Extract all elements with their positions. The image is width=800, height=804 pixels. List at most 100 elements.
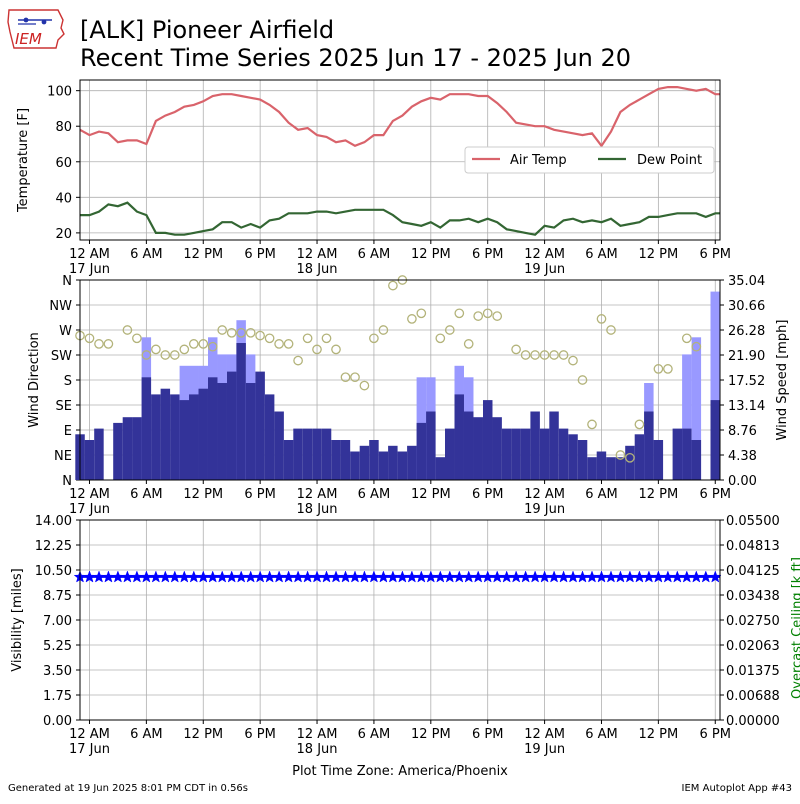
wind-direction-marker bbox=[169, 350, 180, 360]
wind-speed-bar bbox=[170, 394, 180, 480]
wind-direction-marker bbox=[653, 364, 664, 374]
visibility-star-marker bbox=[528, 570, 542, 583]
temp-ytick-label: 60 bbox=[55, 156, 72, 171]
wind-direction-marker bbox=[596, 314, 607, 324]
vis-xtick-label: 12 AM bbox=[524, 727, 565, 742]
visibility-axis-label: Visibility [miles] bbox=[10, 568, 25, 671]
wind-xtick-label: 12 AM bbox=[69, 487, 110, 502]
wind-direction-marker bbox=[615, 450, 626, 460]
wind-direction-marker bbox=[103, 339, 114, 349]
wind-speed-bar bbox=[369, 440, 379, 480]
wind-speed-bar bbox=[340, 440, 351, 480]
vis-xtick-label: 6 PM bbox=[244, 727, 275, 742]
temp-xtick-label: 12 PM bbox=[183, 247, 223, 262]
wind-direction-axis-label: Wind Direction bbox=[27, 332, 42, 428]
wind-speed-bar bbox=[672, 428, 683, 480]
wind-speed-bar bbox=[302, 428, 313, 480]
wind-direction-tick-label: N bbox=[62, 474, 72, 489]
wind-speed-bar bbox=[198, 388, 208, 480]
temp-xtick-label: 12 AM bbox=[297, 247, 338, 262]
visibility-star-marker bbox=[576, 570, 589, 583]
wind-direction-marker bbox=[217, 325, 228, 335]
wind-speed-bar bbox=[596, 451, 607, 480]
wind-speed-bar bbox=[520, 428, 531, 480]
temp-ytick-label: 20 bbox=[55, 227, 72, 242]
visibility-star-marker bbox=[471, 570, 485, 583]
visibility-star-marker bbox=[121, 570, 134, 583]
wind-xtick-date-label: 18 Jun bbox=[297, 502, 338, 517]
wind-speed-bar bbox=[492, 417, 502, 480]
wind-speed-bar bbox=[293, 428, 303, 480]
wind-speed-bar bbox=[691, 440, 702, 480]
wind-direction-marker bbox=[245, 327, 256, 338]
wind-speed-bar bbox=[236, 343, 246, 480]
visibility-star-marker bbox=[111, 570, 125, 583]
wind-speed-bar bbox=[94, 428, 104, 480]
wind-direction-marker bbox=[141, 350, 152, 360]
wind-direction-marker bbox=[587, 419, 597, 430]
wind-speed-bar bbox=[189, 394, 199, 480]
temp-xtick-label: 12 AM bbox=[524, 247, 565, 262]
visibility-star-marker bbox=[358, 570, 371, 583]
wind-speed-bar bbox=[397, 451, 408, 480]
wind-direction-marker bbox=[293, 355, 303, 366]
wind-direction-marker bbox=[473, 311, 484, 321]
temp-xtick-label: 6 AM bbox=[585, 247, 618, 262]
wind-direction-tick-label: SE bbox=[56, 399, 72, 414]
wind-xtick-label: 6 PM bbox=[244, 487, 275, 502]
temp-xtick-label: 6 AM bbox=[130, 247, 163, 262]
vis-xtick-label: 6 PM bbox=[472, 727, 503, 742]
wind-speed-bar bbox=[122, 417, 133, 480]
visibility-star-marker bbox=[462, 570, 476, 583]
wind-axes-frame bbox=[79, 279, 721, 481]
wind-direction-marker bbox=[520, 350, 531, 360]
ceiling-tick-label: 0.01375 bbox=[726, 664, 780, 679]
wind-xtick-label: 6 AM bbox=[130, 487, 163, 502]
wind-speed-bar bbox=[473, 417, 483, 480]
wind-direction-marker bbox=[454, 308, 465, 319]
wind-direction-marker bbox=[568, 355, 578, 366]
temp-ytick-label: 100 bbox=[47, 85, 72, 100]
app-footer: IEM Autoplot App #43 bbox=[681, 783, 792, 794]
wind-speed-bar bbox=[606, 457, 616, 480]
temp-y-axis-label: Temperature [F] bbox=[16, 108, 31, 213]
wind-speed-bar bbox=[208, 377, 218, 480]
visibility-star-marker bbox=[177, 570, 191, 583]
wind-speed-bar bbox=[388, 445, 398, 480]
visibility-star-marker bbox=[614, 570, 627, 583]
wind-direction-marker bbox=[264, 333, 275, 344]
wind-xtick-label: 6 PM bbox=[472, 487, 503, 502]
visibility-star-marker bbox=[585, 570, 599, 583]
wind-speed-bar bbox=[160, 388, 171, 480]
wind-direction-marker bbox=[188, 339, 199, 349]
wind-xtick-label: 12 PM bbox=[183, 487, 223, 502]
visibility-star-marker bbox=[187, 570, 201, 583]
visibility-star-marker bbox=[642, 570, 656, 583]
wind-speed-bar bbox=[710, 400, 720, 480]
wind-direction-marker bbox=[416, 308, 427, 319]
wind-direction-marker bbox=[198, 339, 209, 349]
wind-speed-tick-label: 30.66 bbox=[728, 299, 765, 314]
visibility-star-marker bbox=[414, 570, 428, 583]
wind-direction-tick-label: W bbox=[59, 324, 72, 339]
visibility-star-marker bbox=[661, 570, 675, 583]
wind-speed-bar bbox=[255, 371, 265, 480]
visibility-star-marker bbox=[329, 570, 343, 583]
temp-xtick-label: 12 AM bbox=[69, 247, 110, 262]
wind-direction-marker bbox=[226, 327, 237, 338]
wind-speed-bar bbox=[359, 445, 370, 480]
visibility-star-marker bbox=[509, 570, 523, 583]
visibility-star-marker bbox=[443, 570, 457, 583]
visibility-star-marker bbox=[244, 570, 258, 583]
visibility-star-marker bbox=[452, 570, 466, 583]
visibility-star-marker bbox=[102, 570, 115, 583]
vis-xtick-date-label: 17 Jun bbox=[69, 742, 110, 757]
visibility-star-marker bbox=[215, 570, 229, 583]
wind-speed-bar bbox=[227, 371, 237, 480]
wind-xtick-label: 6 PM bbox=[700, 487, 731, 502]
visibility-star-marker bbox=[680, 570, 694, 583]
visibility-star-marker bbox=[158, 570, 172, 583]
wind-direction-marker bbox=[151, 344, 161, 355]
ceiling-tick-label: 0.04125 bbox=[726, 564, 780, 579]
